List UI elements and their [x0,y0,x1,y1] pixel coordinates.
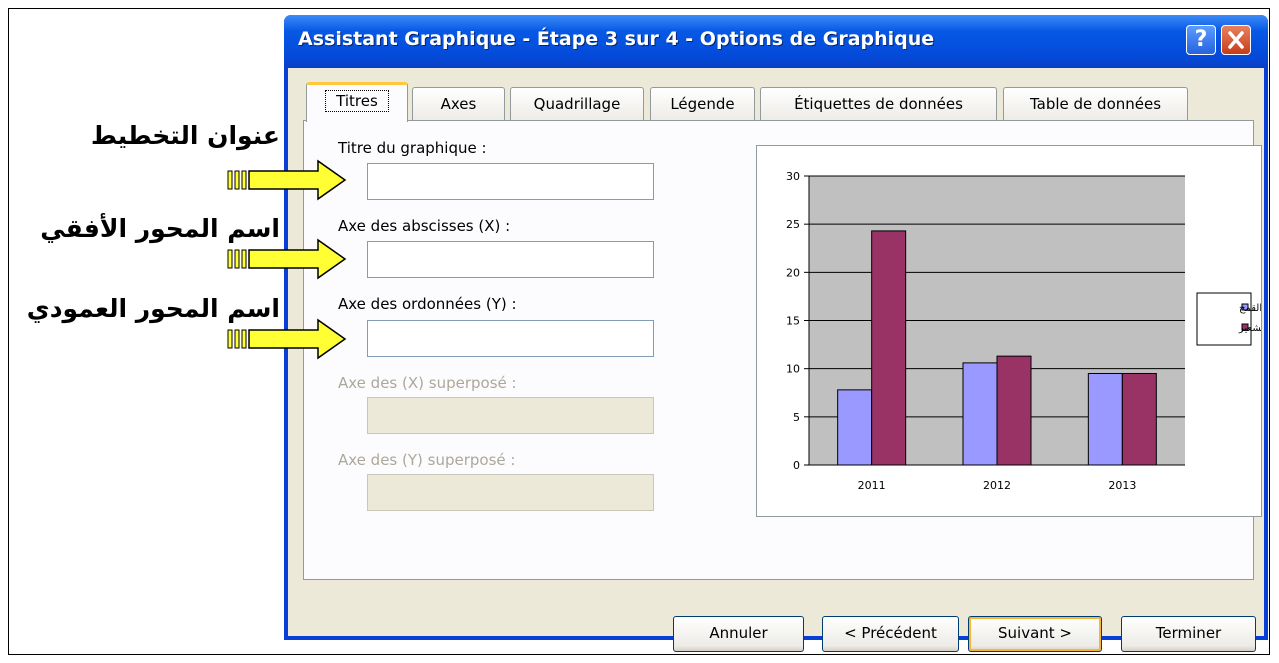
bar [996,355,1032,466]
arrows [227,159,347,360]
bar [962,362,998,466]
legend-swatch [1241,303,1249,311]
legend-label: الشعير [1238,323,1261,334]
y-tick-label: 15 [786,315,800,328]
bar [871,230,907,466]
chart: 0 5 10 15 20 25 30 2011 2012 2013 القمح الشعير [786,170,1267,492]
close-button[interactable] [1221,25,1251,55]
legend-label: القمح [1239,303,1261,314]
tab-label: Titres [325,90,389,112]
outer-frame [8,8,1270,655]
arrow [227,238,347,280]
bar [1121,372,1157,466]
help-button[interactable]: ? [1186,25,1216,55]
dialog-window: Assistant Graphique - Étape 3 sur 4 - Op… [284,15,1268,652]
x-tick-label: 2011 [858,479,886,492]
y-tick-label: 0 [793,459,800,472]
x-tick-label: 2012 [983,479,1011,492]
field-label: Titre du graphique : [338,139,487,157]
bar [1087,372,1123,466]
field-label: Axe des (Y) superposé : [338,451,516,469]
dialog-title: Assistant Graphique - Étape 3 sur 4 - Op… [298,28,935,50]
legend-box [1196,292,1252,346]
text-input[interactable] [367,320,654,357]
text-input [367,397,654,434]
y-tick-label: 30 [786,170,800,183]
y-tick-label: 10 [786,363,800,376]
button[interactable]: Annuler [673,616,804,652]
text-input[interactable] [367,163,654,200]
arrow [227,318,347,360]
tab[interactable]: Titres [306,82,408,122]
field-label: Axe des abscisses (X) : [338,217,511,235]
button[interactable]: < Précédent [822,616,959,652]
button[interactable]: Suivant > [968,616,1102,652]
field-label: Axe des (X) superposé : [338,374,517,392]
legend-swatch [1241,323,1249,331]
arrow [227,159,347,201]
y-tick-label: 5 [793,411,800,424]
close-icon [1228,31,1244,49]
annotation: عنوان التخطيط [90,121,280,150]
tab[interactable]: Table de données [1003,87,1188,121]
annotation: اسم المحور الأفقي [40,214,280,243]
tab[interactable]: Étiquettes de données [760,87,997,121]
chart-preview: 0 5 10 15 20 25 30 2011 2012 2013 القمح الشعير [756,145,1267,517]
title-bar: Assistant Graphique - Étape 3 sur 4 - Op… [284,15,1268,68]
tab[interactable]: Légende [650,87,755,121]
field-label: Axe des ordonnées (Y) : [338,295,517,313]
y-tick-label: 25 [786,218,800,231]
dialog-body: Axes Quadrillage Légende Étiquettes de donn… [288,68,1267,652]
y-tick-label: 20 [786,266,800,279]
tab[interactable]: Quadrillage [510,87,644,121]
tab[interactable]: Axes [412,87,505,121]
x-tick-label: 2013 [1108,479,1136,492]
text-input[interactable] [367,241,654,278]
tab-panel: 0 5 10 15 20 25 30 2011 2012 2013 القمح الشعير Titr… [303,120,1267,580]
button[interactable]: Terminer [1121,616,1256,652]
bar [837,389,873,466]
annotation: اسم المحور العمودي [26,294,280,323]
text-input [367,474,654,511]
